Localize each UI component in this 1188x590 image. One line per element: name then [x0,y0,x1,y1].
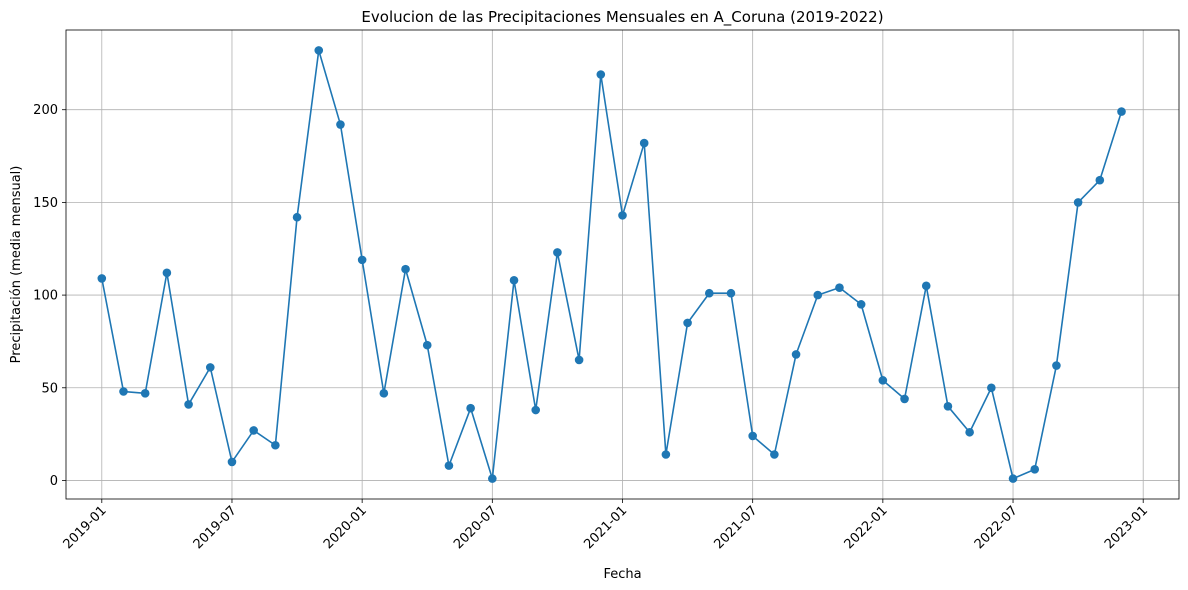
data-point [184,400,193,409]
series-layer [97,46,1126,483]
data-point [1052,361,1061,370]
data-point [943,402,953,411]
data-point [1030,465,1040,474]
data-point [553,248,562,257]
data-point [1073,198,1083,207]
data-point [835,283,844,292]
data-point [444,461,454,470]
data-point [618,211,627,220]
data-point [401,264,410,274]
series-line [101,49,1123,480]
data-point [314,46,324,55]
data-point [900,394,909,404]
data-point [292,212,302,222]
y-tick-label: 50 [41,381,58,396]
data-point [271,440,280,450]
plot-frame [65,29,1180,500]
data-point [813,290,823,300]
data-point [205,363,215,372]
data-point [704,288,714,298]
data-point [1117,107,1126,116]
data-point [97,274,107,283]
data-point [856,300,866,309]
data-point [509,275,519,285]
data-point [661,450,671,459]
data-point [878,376,888,385]
data-point [726,288,736,298]
data-point [965,427,974,437]
data-point [531,405,541,415]
data-point [683,318,692,328]
data-point [162,268,172,278]
data-point [596,70,606,79]
data-point [987,383,996,393]
chart-title: Evolucion de las Precipitaciones Mensual… [361,8,883,27]
data-point [639,138,649,148]
y-tick-label: 100 [33,289,58,304]
data-point [249,426,258,435]
data-point [921,281,931,291]
x-axis-label: Fecha [603,567,641,582]
data-point [574,355,584,365]
data-point [791,350,801,359]
data-point [488,474,497,483]
data-point [770,450,779,459]
data-point [227,457,237,467]
y-axis-label: Precipitación (media mensual) [9,166,24,364]
grid-layer [66,30,1179,499]
y-tick-label: 200 [33,103,58,118]
data-point [379,389,389,398]
y-tick-label: 150 [33,196,58,211]
data-point [1008,474,1018,483]
data-point [466,403,475,413]
data-point [357,255,367,265]
data-point [140,389,150,398]
data-point [748,431,757,441]
data-point [1095,175,1105,185]
y-tick-label: 0 [50,474,58,489]
data-point [336,120,345,129]
data-point [422,340,432,350]
data-point [119,387,128,396]
